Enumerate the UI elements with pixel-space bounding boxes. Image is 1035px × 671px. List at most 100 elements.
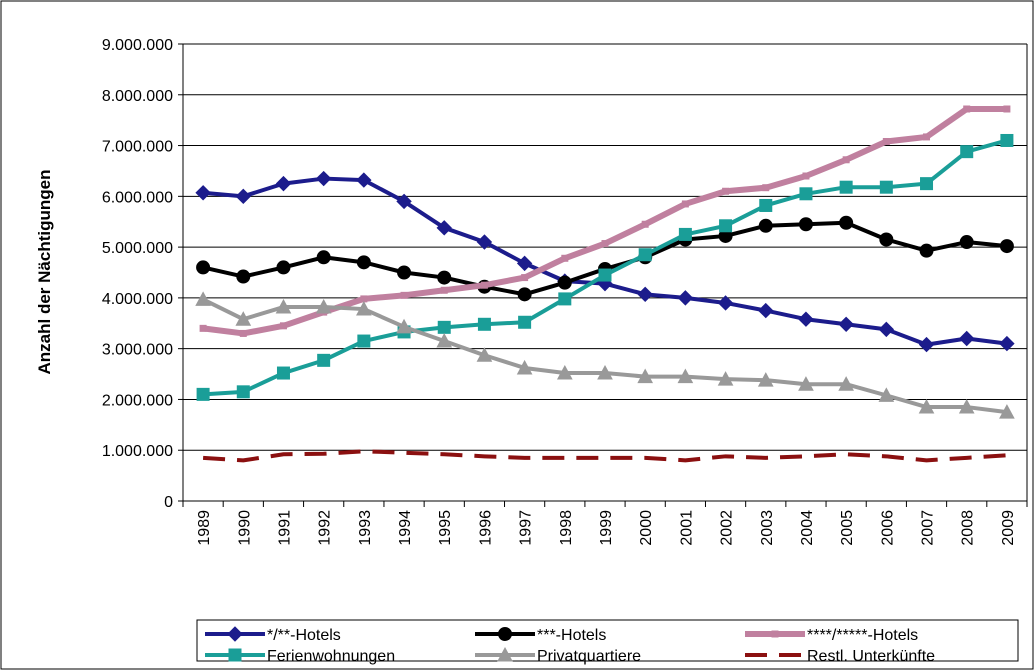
data-point [561,254,569,262]
data-point [838,316,854,333]
data-point [839,180,853,194]
data-point [681,200,689,208]
legend-marker [498,627,512,641]
legend-marker [227,626,243,642]
data-point [279,322,287,330]
data-point [476,234,493,250]
data-point [717,371,734,386]
data-point [879,232,894,247]
x-tick-label: 1998 [558,510,575,546]
y-axis-label: Anzahl der Nächtigungen [35,170,54,375]
data-point [722,187,730,195]
y-tick-label: 0 [164,494,173,511]
data-point [960,145,974,159]
data-point [598,268,612,282]
data-point [476,347,493,362]
data-point [641,220,649,228]
legend-marker [228,648,242,662]
data-point [963,105,971,113]
legend-label: Ferienwohnungen [267,648,395,665]
data-point [396,193,412,210]
data-point [360,295,368,303]
data-point [637,286,653,303]
data-point [597,364,613,380]
data-point [758,218,773,233]
x-tick-label: 2003 [759,510,776,546]
legend-label: ****/*****-Hotels [807,627,918,644]
data-point [958,399,975,414]
data-point [276,366,290,380]
legend-label: Privatquartiere [537,648,641,665]
data-point [759,198,773,212]
data-point [918,336,935,353]
x-tick-label: 2006 [879,510,896,546]
y-tick-label: 5.000.000 [102,240,173,257]
data-point [235,188,251,205]
data-point [437,270,452,285]
data-point [480,281,488,289]
data-point [762,184,770,192]
data-point [357,334,371,348]
data-point [236,385,250,399]
data-point [719,219,733,233]
data-point [601,240,609,248]
data-point [556,364,573,380]
data-point [517,287,532,302]
data-point [235,311,252,326]
data-point [316,250,331,265]
x-tick-label: 2009 [1000,510,1017,546]
x-tick-label: 1999 [598,510,615,546]
y-tick-label: 8.000.000 [102,88,173,105]
data-point [878,387,895,402]
data-point [196,387,210,401]
data-point [436,220,452,236]
data-point [638,248,652,262]
data-point [477,317,491,331]
data-point [397,265,412,280]
data-point [999,335,1015,352]
x-tick-label: 1996 [477,510,494,546]
y-tick-label: 6.000.000 [102,189,173,206]
y-tick-label: 1.000.000 [102,443,173,460]
data-point [717,295,734,311]
data-point [396,318,412,334]
data-point [677,368,694,384]
data-point [878,321,895,338]
data-point [838,376,854,391]
data-point [798,311,814,327]
data-point [275,175,292,192]
y-tick-label: 2.000.000 [102,392,173,409]
x-tick-label: 2000 [638,510,655,546]
data-point [798,217,813,232]
data-point [959,330,975,347]
x-tick-label: 1992 [317,510,334,546]
data-point [436,332,453,348]
data-point [276,260,291,275]
data-point [999,404,1015,419]
legend-marker [771,630,779,638]
data-point [315,170,332,187]
data-point [236,269,251,284]
data-point [317,353,331,367]
x-tick-label: 2001 [678,510,695,546]
data-point [839,215,854,230]
x-tick-label: 2008 [960,510,977,546]
data-point [356,172,372,188]
data-point [315,298,332,314]
data-point [1003,105,1011,113]
data-point [518,315,532,329]
y-tick-label: 3.000.000 [102,342,173,359]
x-tick-label: 2007 [920,510,937,546]
data-point [437,320,451,334]
legend-marker [497,646,513,662]
data-point [1000,133,1014,147]
y-tick-label: 4.000.000 [102,291,173,308]
data-point [400,291,408,299]
data-point [959,235,974,250]
legend-label: */**-Hotels [267,627,341,644]
data-point [923,133,931,141]
legend-label: ***-Hotels [537,627,606,644]
data-point [758,302,774,319]
data-point [918,399,935,414]
